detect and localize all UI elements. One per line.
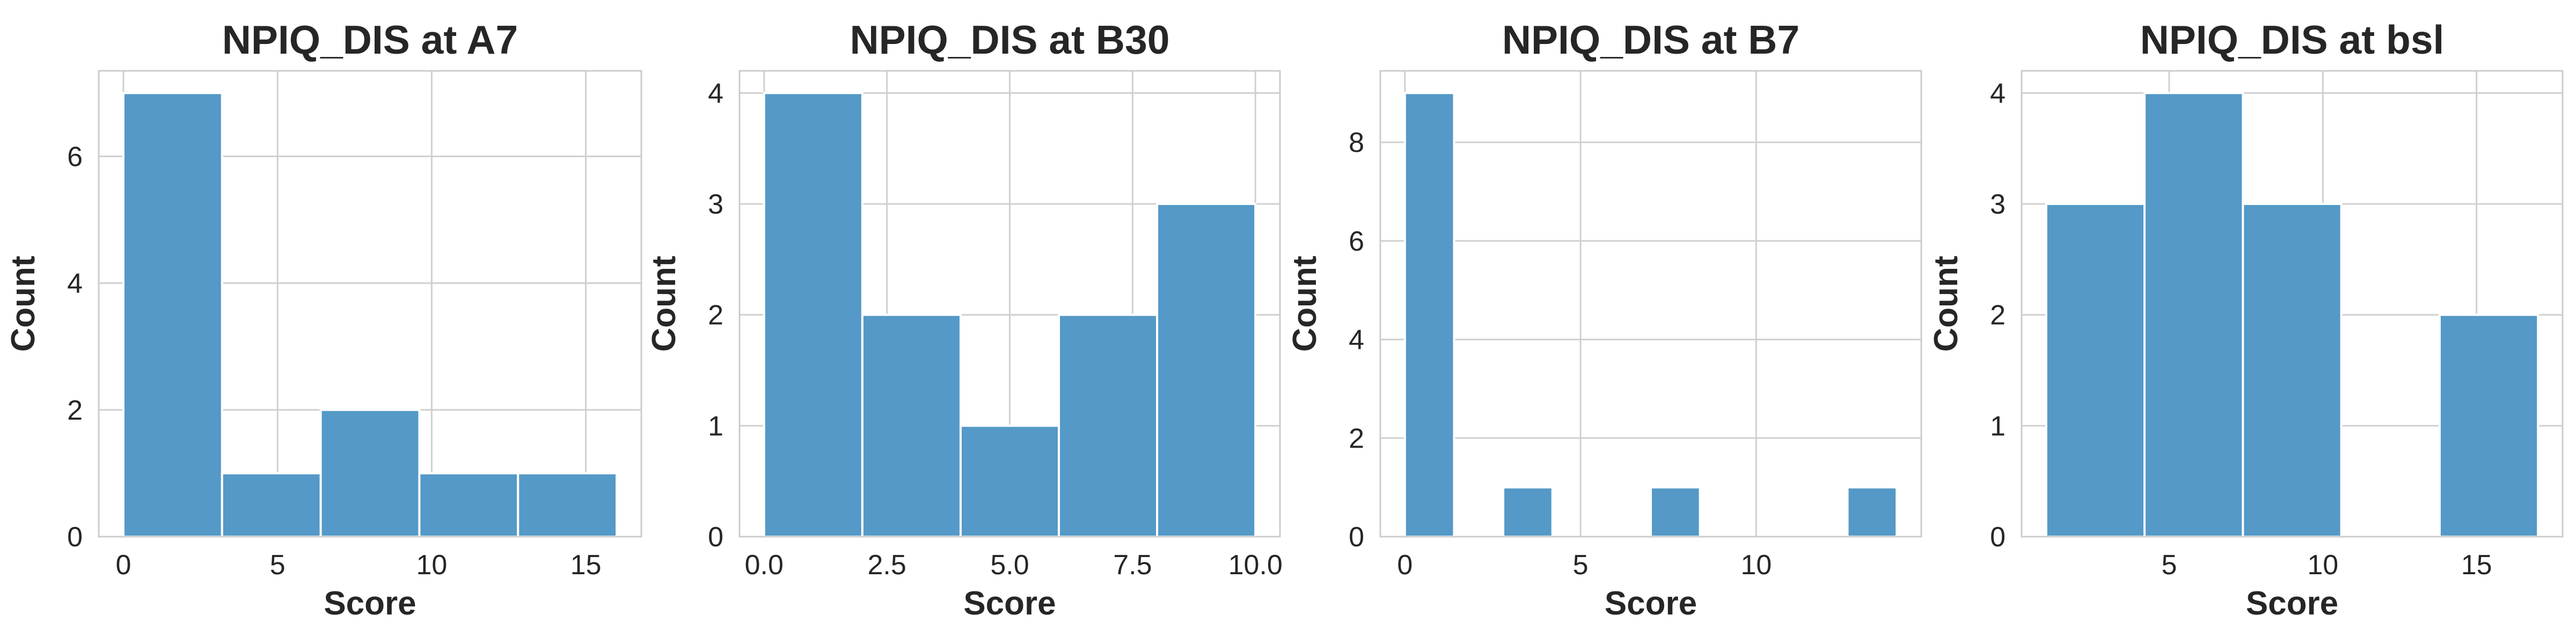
x-tick-label: 7.5 <box>1113 550 1152 581</box>
histogram-bar <box>221 472 322 538</box>
histogram-bar <box>319 408 421 538</box>
chart-panel-4: 5 10 15 0 1 2 3 4 NPIQ_DIS at bsl Score Count <box>1928 17 2564 622</box>
y-tick-label: 6 <box>1349 226 1364 257</box>
y-tick-label: 2 <box>1990 300 2006 331</box>
chart-title: NPIQ_DIS at B30 <box>850 17 1169 62</box>
chart-title: NPIQ_DIS at bsl <box>2140 17 2445 62</box>
histogram-bar <box>418 472 519 538</box>
histogram-bar <box>2242 203 2343 538</box>
y-tick-label: 2 <box>708 300 723 331</box>
y-tick-label: 2 <box>1349 423 1364 454</box>
x-tick-label: 5 <box>270 550 286 581</box>
chart-title: NPIQ_DIS at B7 <box>1502 17 1799 62</box>
histogram-bar <box>2438 313 2540 538</box>
y-tick-label: 4 <box>708 78 723 109</box>
x-tick-label: 2.5 <box>867 550 906 581</box>
x-tick-label: 0 <box>115 550 131 581</box>
x-tick-label: 5.0 <box>990 550 1029 581</box>
y-tick-label: 3 <box>1990 189 2006 220</box>
y-tick-label: 4 <box>1349 325 1364 356</box>
x-tick-label: 15 <box>2461 550 2492 581</box>
plot-frame <box>738 70 1281 538</box>
histogram-bar <box>1650 486 1701 538</box>
y-tick-label: 3 <box>708 189 723 220</box>
y-tick-label: 8 <box>1349 127 1364 158</box>
y-axis-label: Count <box>646 255 683 352</box>
histogram-bar <box>2143 92 2244 538</box>
plot-frame <box>1379 70 1922 538</box>
x-tick-label: 0 <box>1397 550 1413 581</box>
histogram-bar <box>861 313 962 538</box>
y-axis-label: Count <box>1286 255 1323 352</box>
histogram-bar <box>1403 92 1455 538</box>
y-tick-label: 1 <box>1990 411 2006 442</box>
histogram-bar <box>1846 486 1898 538</box>
histogram-bar <box>959 425 1060 538</box>
y-tick-label: 1 <box>708 411 723 442</box>
x-axis-label: Score <box>2246 585 2338 622</box>
histogram-bar <box>122 92 223 538</box>
y-tick-label: 4 <box>67 268 83 299</box>
chart-title: NPIQ_DIS at A7 <box>222 17 518 62</box>
x-tick-label: 0.0 <box>745 550 784 581</box>
chart-panel-1: 0 5 10 15 0 2 4 6 NPIQ_DIS at A7 Score Count <box>5 17 642 622</box>
histogram-bar <box>1058 313 1159 538</box>
x-tick-label: 10 <box>2307 550 2338 581</box>
x-tick-label: 10 <box>1740 550 1772 581</box>
y-tick-label: 2 <box>67 395 83 426</box>
plot-frame <box>98 70 642 538</box>
histogram-bar <box>1156 203 1257 538</box>
x-tick-label: 10 <box>416 550 447 581</box>
x-tick-label: 10.0 <box>1228 550 1283 581</box>
x-axis-label: Score <box>1605 585 1697 622</box>
chart-panel-3: 0 5 10 0 2 4 6 8 NPIQ_DIS at B7 Score Count <box>1286 17 1922 622</box>
chart-panel-2: 0.0 2.5 5.0 7.5 10.0 0 1 2 3 4 NPIQ_DIS at B30 Scor… <box>646 17 1283 622</box>
y-tick-label: 0 <box>1349 522 1364 553</box>
y-axis-label: Count <box>5 255 42 352</box>
histogram-bar <box>2045 203 2146 538</box>
y-tick-label: 4 <box>1990 78 2006 109</box>
x-tick-label: 5 <box>1573 550 1589 581</box>
x-tick-label: 5 <box>2161 550 2177 581</box>
y-tick-label: 6 <box>67 141 83 172</box>
histogram-bar <box>763 92 863 538</box>
x-axis-label: Score <box>324 585 416 622</box>
x-tick-label: 15 <box>570 550 602 581</box>
x-axis-label: Score <box>963 585 1056 622</box>
histogram-bar <box>1502 486 1554 538</box>
y-tick-label: 0 <box>708 522 723 553</box>
y-tick-label: 0 <box>1990 522 2006 553</box>
y-axis-label: Count <box>1928 255 1965 352</box>
plot-frame <box>2021 70 2564 538</box>
y-tick-label: 0 <box>67 522 83 553</box>
histogram-bar <box>517 472 618 538</box>
